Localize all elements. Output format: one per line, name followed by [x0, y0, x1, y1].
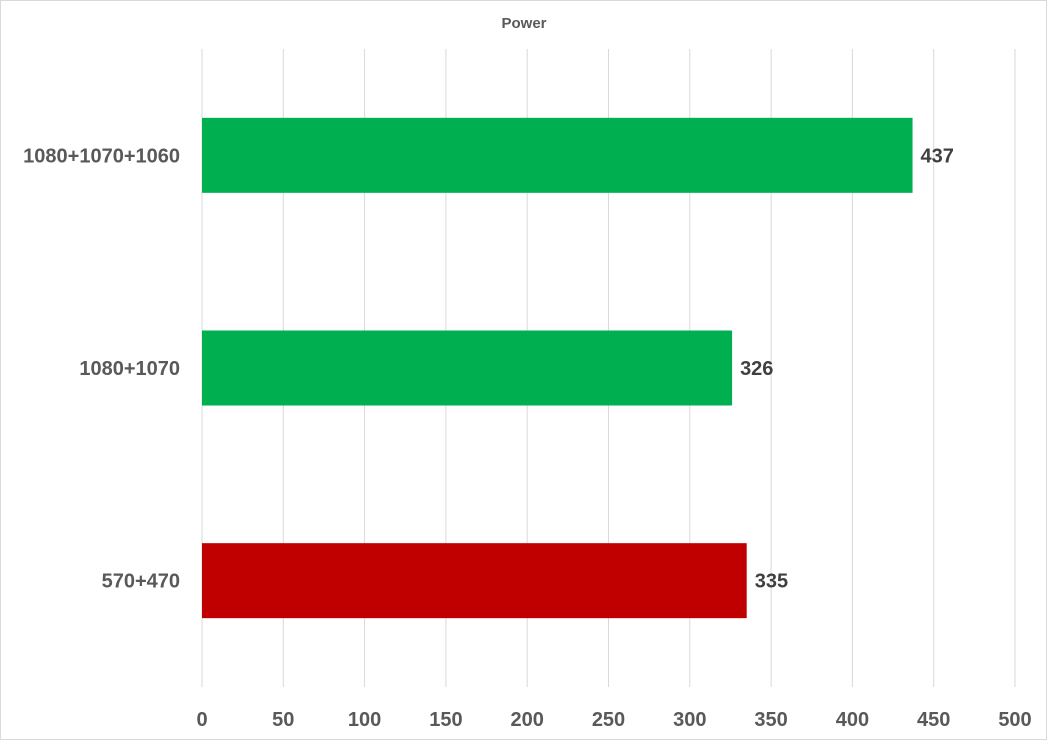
- bar-0: [202, 117, 913, 193]
- x-axis-tick-labels: 0 50 100 150 200 250 300 350 400 450 500: [196, 709, 1031, 731]
- bar-1: [202, 330, 733, 406]
- x-tick-label: 200: [511, 709, 544, 731]
- category-label: 1080+1070+1060: [23, 145, 180, 167]
- data-labels: 437 326 335: [740, 145, 954, 592]
- chart-title: Power: [501, 15, 546, 32]
- category-label: 570+470: [102, 571, 180, 593]
- x-tick-label: 250: [592, 709, 625, 731]
- bar-2: [202, 543, 747, 619]
- x-tick-label: 450: [917, 709, 950, 731]
- x-tick-label: 150: [429, 709, 462, 731]
- data-label: 326: [740, 358, 773, 380]
- category-labels: 1080+1070+1060 1080+1070 570+470: [23, 145, 180, 592]
- x-tick-label: 350: [754, 709, 787, 731]
- data-label: 437: [921, 145, 954, 167]
- x-tick-label: 300: [673, 709, 706, 731]
- data-label: 335: [755, 571, 788, 593]
- x-tick-label: 0: [196, 709, 207, 731]
- x-tick-label: 500: [998, 709, 1031, 731]
- x-tick-label: 100: [348, 709, 381, 731]
- x-tick-label: 400: [836, 709, 869, 731]
- bars: [202, 117, 913, 619]
- category-label: 1080+1070: [79, 358, 180, 380]
- x-tick-label: 50: [272, 709, 294, 731]
